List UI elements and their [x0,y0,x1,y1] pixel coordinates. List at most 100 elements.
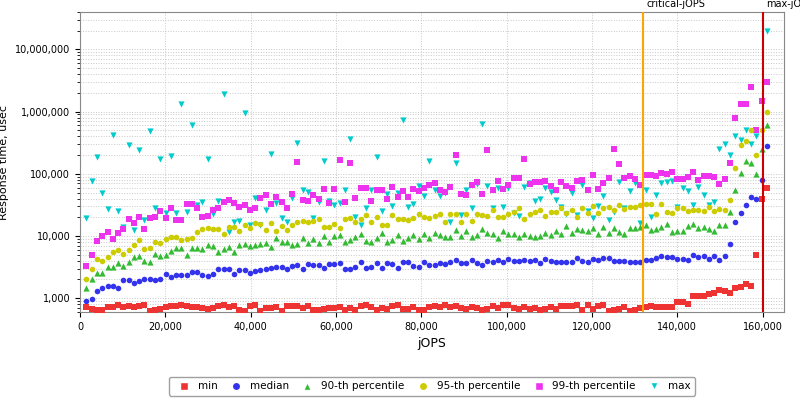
Point [518,257,530,263]
Point [291,262,304,268]
Point [444,233,457,240]
Point [334,200,346,206]
Point [90,307,103,313]
Point [190,229,203,235]
Point [576,227,589,233]
Point [202,272,214,279]
Point [645,214,658,220]
Point [106,236,119,242]
Point [534,196,546,202]
Point [629,204,642,211]
Point [307,236,320,242]
Point [497,204,510,210]
Point [761,184,774,191]
Point [550,187,562,193]
Point [254,241,267,248]
Point [655,304,668,310]
Point [397,116,410,123]
Point [106,249,119,255]
Point [729,285,742,292]
Point [196,305,209,311]
Point [328,305,341,311]
Point [117,304,130,310]
Point [286,303,298,310]
Point [708,208,721,214]
Point [750,152,762,158]
Point [381,238,394,245]
Point [686,293,699,299]
Point [127,220,140,226]
Point [708,290,721,297]
Point [349,195,362,201]
Point [761,143,774,149]
Point [259,240,272,246]
Point [117,263,130,270]
Point [755,98,768,104]
Point [660,209,673,215]
Point [592,303,605,309]
Point [745,160,758,166]
Point [80,304,93,310]
Point [529,179,542,185]
Point [122,259,135,266]
Point [613,202,626,208]
Point [270,194,282,200]
Point [502,210,515,217]
Point [217,302,230,308]
Point [734,170,747,176]
Point [249,267,262,274]
Point [334,303,346,310]
Point [513,234,526,240]
Point [307,192,320,198]
Point [154,208,166,214]
Point [481,306,494,313]
Point [202,213,214,220]
Point [708,252,721,259]
Point [338,239,351,246]
Point [133,278,146,284]
Point [713,257,726,264]
Point [349,219,362,226]
Point [233,242,246,248]
Point [206,271,219,278]
Point [544,304,557,310]
Point [423,262,436,268]
Point [275,198,288,205]
Point [507,258,520,264]
Point [154,156,166,162]
Point [254,267,267,273]
Point [186,122,198,128]
Point [202,242,214,248]
Point [470,178,483,185]
Point [497,302,510,308]
Point [713,286,726,293]
Point [645,227,658,233]
Point [560,258,573,265]
Point [222,224,235,231]
Point [428,186,441,193]
Point [507,210,520,216]
Point [486,206,499,213]
Point [761,79,774,85]
Point [708,199,721,206]
Point [745,141,758,147]
Point [212,266,225,272]
Point [634,182,646,188]
Point [90,154,103,160]
Point [170,210,182,216]
Point [434,232,446,238]
Point [370,187,383,193]
Point [270,263,282,270]
Point [602,230,615,236]
Point [428,262,441,268]
Point [349,264,362,270]
Point [481,147,494,153]
Point [476,262,489,268]
Point [338,187,351,193]
Point [423,182,436,188]
Point [566,230,578,236]
Point [186,201,198,207]
Point [607,146,620,152]
Point [254,308,267,314]
Point [739,101,752,107]
